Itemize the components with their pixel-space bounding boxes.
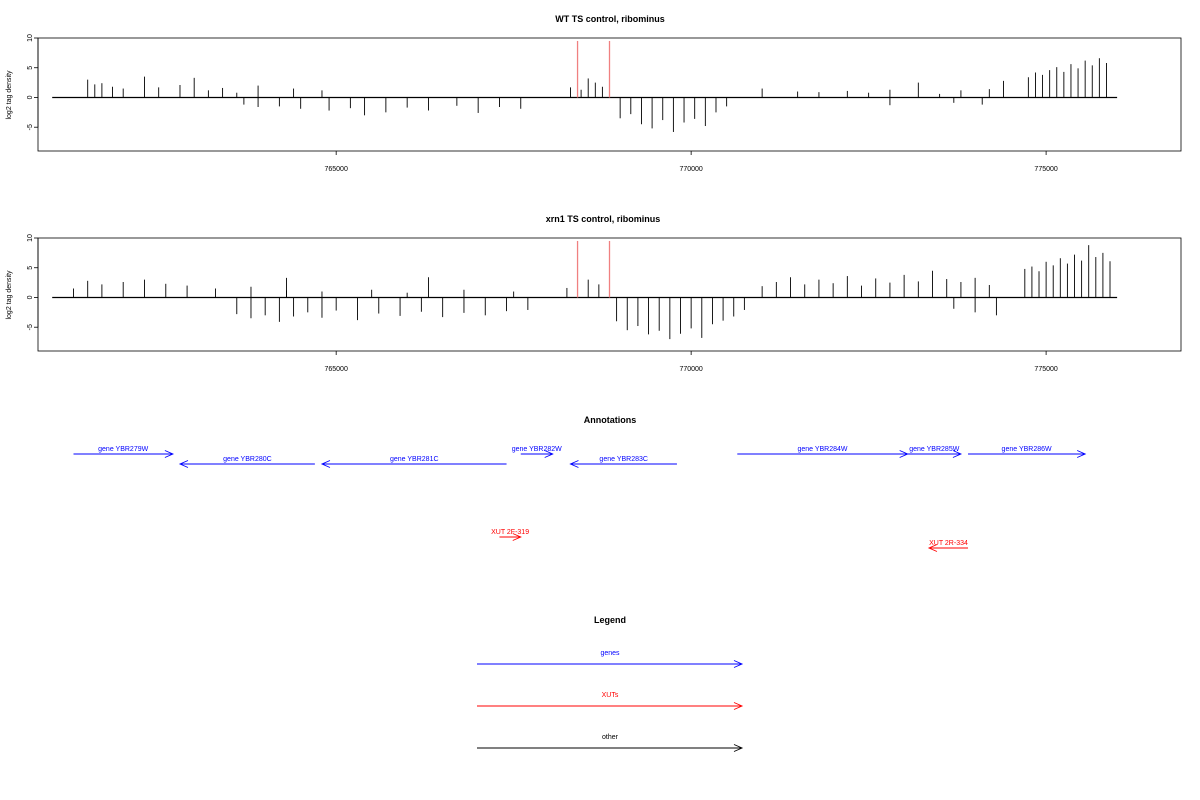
x-tick-label: 770000 — [679, 166, 702, 173]
legend-label: other — [602, 734, 619, 741]
wt-track-title: WT TS control, ribominus — [555, 14, 665, 24]
y-tick-label: 5 — [27, 66, 34, 70]
xrn1-bars — [52, 240, 1118, 340]
wt-track-panel: WT TS control, ribominus log2 tag densit… — [6, 14, 1182, 173]
xrn1-track-title: xrn1 TS control, ribominus — [546, 214, 661, 224]
legend-label: XUTs — [602, 692, 619, 699]
y-tick-label: 5 — [27, 266, 34, 270]
legend-items: genes XUTs other — [477, 650, 744, 752]
x-tick-label: 775000 — [1034, 166, 1057, 173]
gene-arrow: gene YBR279W — [73, 446, 175, 458]
y-tick-label: 0 — [27, 295, 34, 299]
y-tick-label: 10 — [27, 234, 34, 242]
gene-arrow: gene YBR281C — [320, 456, 507, 468]
gene-label: gene YBR281C — [390, 456, 439, 463]
gene-label: gene YBR279W — [98, 446, 148, 453]
gene-label: gene YBR286W — [1002, 446, 1052, 453]
annotations-title: Annotations — [584, 415, 637, 425]
gene-arrow: gene YBR285W — [907, 446, 963, 458]
y-tick-label: 0 — [27, 95, 34, 99]
x-tick-label: 770000 — [679, 366, 702, 373]
wt-axes: -5 0 5 10 765000 770000 775000 — [27, 34, 1058, 173]
wt-bars — [52, 40, 1118, 132]
gene-label: gene YBR284W — [797, 446, 847, 453]
gene-arrow: gene YBR283C — [569, 456, 677, 468]
xut-arrow: XUT 2R-334 — [927, 540, 969, 552]
gene-label: gene YBR282W — [512, 446, 562, 453]
legend-item: XUTs — [477, 692, 744, 710]
xrn1-track-panel: xrn1 TS control, ribominus log2 tag dens… — [6, 214, 1182, 373]
gene-arrow: gene YBR280C — [178, 456, 315, 468]
xut-arrow: XUT 2F-319 — [491, 529, 529, 541]
y-tick-label: -5 — [27, 124, 34, 130]
annotation-arrows: gene YBR279W gene YBR280C gene YBR281C gene… — [73, 446, 1087, 552]
legend-item: other — [477, 734, 744, 752]
xut-label: XUT 2R-334 — [929, 540, 968, 547]
x-tick-label: 775000 — [1034, 366, 1057, 373]
x-tick-label: 765000 — [324, 166, 347, 173]
gene-arrow: gene YBR284W — [737, 446, 909, 458]
xut-label: XUT 2F-319 — [491, 529, 529, 536]
legend: Legend genes XUTs other — [477, 615, 744, 752]
xrn1-track-ylabel: log2 tag density — [6, 270, 13, 320]
gene-arrow: gene YBR282W — [512, 446, 562, 458]
y-tick-label: 10 — [27, 34, 34, 42]
gene-label: gene YBR280C — [223, 456, 272, 463]
xrn1-axes: -5 0 5 10 765000 770000 775000 — [27, 234, 1058, 373]
gene-label: gene YBR283C — [599, 456, 648, 463]
wt-track-ylabel: log2 tag density — [6, 70, 13, 120]
gene-arrow: gene YBR286W — [968, 446, 1087, 458]
legend-title: Legend — [594, 615, 626, 625]
legend-item: genes — [477, 650, 744, 668]
x-tick-label: 765000 — [324, 366, 347, 373]
gene-label: gene YBR285W — [909, 446, 959, 453]
y-tick-label: -5 — [27, 324, 34, 330]
legend-label: genes — [600, 650, 620, 657]
